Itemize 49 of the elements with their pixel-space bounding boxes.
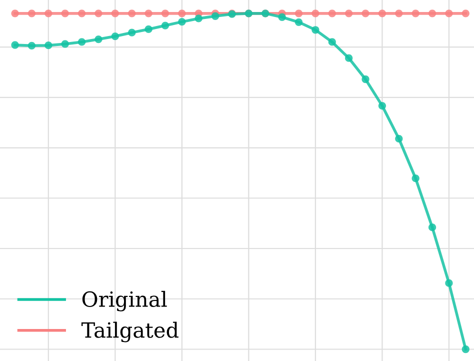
point	[61, 10, 69, 18]
legend-label: Original	[82, 290, 167, 312]
point	[161, 22, 170, 30]
point	[111, 32, 119, 40]
point	[128, 28, 136, 36]
point	[144, 25, 152, 34]
point	[345, 10, 353, 18]
point	[11, 10, 19, 18]
point	[161, 10, 170, 18]
point	[462, 10, 470, 18]
point	[94, 35, 102, 44]
point	[194, 14, 202, 22]
point	[28, 10, 36, 18]
point	[28, 42, 36, 50]
point	[362, 10, 370, 18]
point	[178, 10, 186, 18]
point	[294, 18, 303, 26]
point	[395, 134, 403, 143]
point	[111, 10, 119, 18]
point	[428, 10, 436, 18]
point	[78, 38, 86, 46]
point	[144, 10, 152, 18]
point	[11, 41, 19, 49]
point	[294, 10, 303, 18]
point	[462, 345, 470, 354]
point	[44, 42, 52, 50]
point	[445, 279, 453, 287]
point	[378, 10, 386, 18]
point	[395, 10, 403, 18]
point	[278, 13, 286, 21]
point	[378, 102, 386, 110]
point	[345, 54, 353, 62]
point	[328, 38, 336, 46]
point	[445, 10, 453, 18]
point	[428, 224, 436, 232]
legend-label: Tailgated	[81, 322, 178, 342]
point	[211, 12, 220, 20]
point	[328, 10, 336, 18]
point	[312, 10, 320, 18]
point	[412, 174, 420, 182]
point	[312, 26, 320, 34]
point	[412, 10, 420, 18]
point	[61, 40, 69, 48]
point	[44, 10, 52, 18]
point	[128, 10, 136, 18]
point	[94, 10, 102, 18]
point	[78, 10, 86, 18]
point	[362, 75, 370, 84]
point	[178, 18, 186, 26]
